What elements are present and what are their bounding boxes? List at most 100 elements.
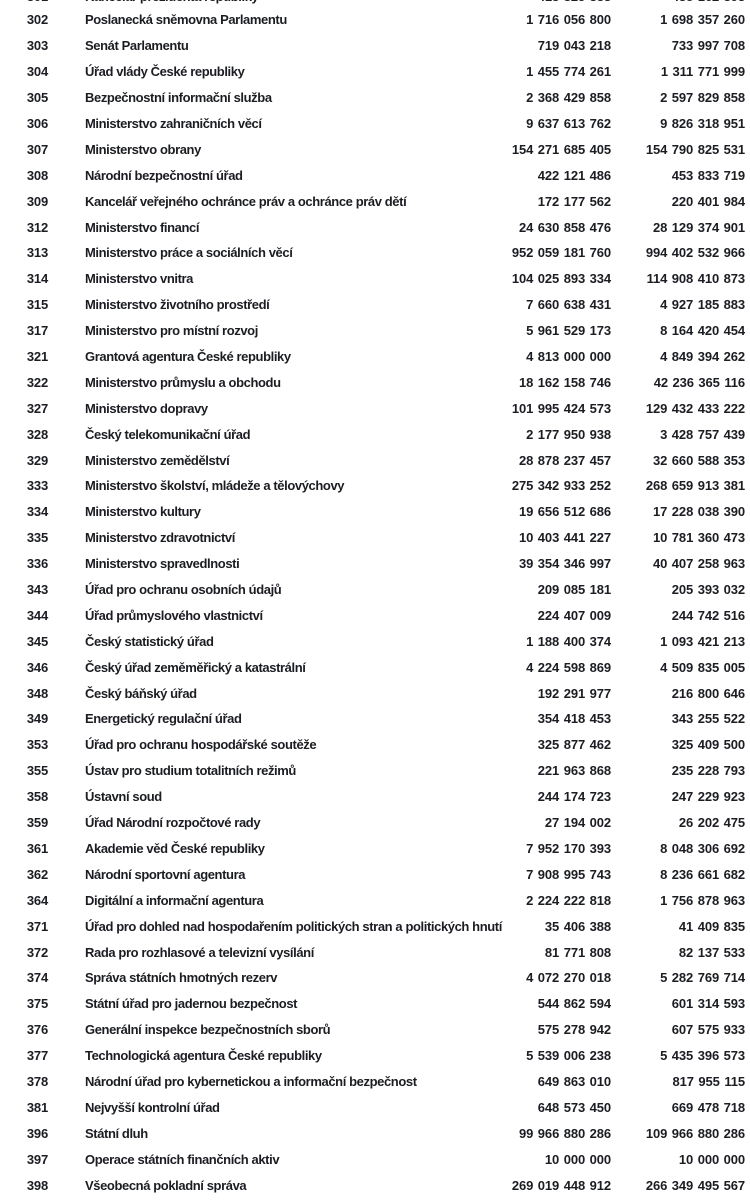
table-row: 302 Poslanecká sněmovna Parlamentu 1 716… [0, 7, 750, 33]
table-row: 397 Operace státních finančních aktiv 10… [0, 1146, 750, 1172]
chapter-code: 302 [26, 12, 48, 28]
chapter-code: 377 [26, 1048, 48, 1064]
amount-column-2: 5 282 769 714 [660, 970, 745, 986]
chapter-name: Úřad průmyslového vlastnictví [85, 607, 263, 623]
amount-column-2: 8 048 306 692 [660, 840, 745, 856]
table-row: 381 Nejvyšší kontrolní úřad 648 573 450 … [0, 1094, 750, 1120]
amount-column-1: 648 573 450 [537, 1099, 611, 1115]
chapter-code: 327 [26, 400, 48, 416]
amount-column-2: 42 236 365 116 [653, 374, 745, 390]
chapter-name: Energetický regulační úřad [85, 711, 242, 727]
table-row: 344 Úřad průmyslového vlastnictví 224 40… [0, 602, 750, 628]
chapter-name: Ministerstvo vnitra [85, 271, 193, 287]
amount-column-2: 109 966 880 286 [645, 1125, 745, 1141]
chapter-code: 333 [26, 478, 48, 494]
chapter-code: 306 [26, 116, 48, 131]
table-row: 349 Energetický regulační úřad 354 418 4… [0, 706, 750, 732]
amount-column-2: 3 428 757 439 [660, 426, 745, 442]
chapter-code: 371 [26, 918, 48, 934]
amount-column-2: 32 660 588 353 [653, 452, 745, 468]
amount-column-1: 325 877 462 [537, 737, 611, 753]
table-row: 378 Národní úřad pro kybernetickou a inf… [0, 1069, 750, 1095]
amount-column-2: 1 093 421 213 [660, 633, 745, 649]
table-row: 333 Ministerstvo školství, mládeže a těl… [0, 473, 750, 499]
chapter-name: Ministerstvo kultury [85, 504, 201, 520]
amount-column-1: 275 342 933 252 [511, 478, 611, 494]
chapter-code: 343 [26, 582, 48, 598]
table-row: 348 Český báňský úřad 192 291 977 216 80… [0, 680, 750, 706]
chapter-code: 303 [26, 38, 48, 54]
chapter-name: Ministerstvo spravedlnosti [85, 556, 240, 572]
amount-column-1: 209 085 181 [537, 582, 611, 598]
chapter-code: 378 [26, 1073, 48, 1089]
chapter-code: 397 [26, 1151, 48, 1167]
chapter-name: Technologická agentura České republiky [85, 1048, 322, 1064]
table-row: 308 Národní bezpečnostní úřad 422 121 48… [0, 162, 750, 188]
chapter-name: Ústav pro studium totalitních režimů [85, 763, 296, 779]
chapter-name: Ministerstvo zdravotnictví [85, 530, 235, 546]
amount-column-1: 39 354 346 997 [519, 556, 611, 572]
amount-column-1: 104 025 893 334 [511, 271, 611, 287]
table-row: 353 Úřad pro ochranu hospodářské soutěže… [0, 732, 750, 758]
table-row: 313 Ministerstvo práce a sociálních věcí… [0, 240, 750, 266]
amount-column-2: 17 228 038 390 [653, 504, 745, 520]
table-row: 398 Všeobecná pokladní správa 269 019 44… [0, 1172, 750, 1198]
table-row: 312 Ministerstvo financí 24 630 858 476 … [0, 214, 750, 240]
chapter-name: Národní sportovní agentura [85, 866, 246, 882]
amount-column-1: 269 019 448 912 [511, 1177, 611, 1193]
amount-column-1: 10 000 000 [544, 1151, 611, 1167]
chapter-code: 358 [26, 789, 48, 805]
chapter-name: Úřad pro ochranu hospodářské soutěže [85, 737, 317, 753]
chapter-name: Ministerstvo obrany [85, 141, 201, 157]
table-row: 321 Grantová agentura České republiky 4 … [0, 344, 750, 370]
chapter-code: 304 [26, 64, 48, 80]
table-row: 343 Úřad pro ochranu osobních údajů 209 … [0, 577, 750, 603]
chapter-name: Ministerstvo práce a sociálních věcí [85, 245, 293, 261]
amount-column-2: 40 407 258 963 [653, 556, 745, 572]
table-row: 315 Ministerstvo životního prostředí 7 6… [0, 292, 750, 318]
chapter-name: Rada pro rozhlasové a televizní vysílání [85, 944, 314, 960]
amount-column-2: 607 575 933 [671, 1022, 745, 1038]
chapter-name: Ministerstvo dopravy [85, 400, 208, 416]
amount-column-1: 224 407 009 [537, 607, 611, 623]
amount-column-2: 41 409 835 [678, 918, 745, 934]
amount-column-2: 817 955 115 [672, 1073, 746, 1089]
table-row: 345 Český statistický úřad 1 188 400 374… [0, 628, 750, 654]
table-row: 335 Ministerstvo zdravotnictví 10 403 44… [0, 525, 750, 551]
chapter-code: 374 [26, 970, 48, 986]
amount-column-1: 192 291 977 [537, 685, 611, 701]
chapter-code: 375 [26, 996, 48, 1012]
amount-column-1: 1 188 400 374 [526, 633, 611, 649]
amount-column-1: 99 966 880 286 [519, 1125, 611, 1141]
amount-column-2: 5 435 396 573 [660, 1048, 745, 1064]
table-row: 327 Ministerstvo dopravy 101 995 424 573… [0, 395, 750, 421]
table-row: 371 Úřad pro dohled nad hospodařením pol… [0, 913, 750, 939]
chapter-code: 372 [26, 944, 48, 960]
amount-column-1: 18 162 158 746 [519, 374, 611, 390]
chapter-code: 329 [26, 452, 48, 468]
chapter-code: 348 [26, 685, 48, 701]
amount-column-2: 453 833 719 [671, 167, 745, 183]
amount-column-1: 81 771 808 [544, 944, 611, 960]
amount-column-1: 422 121 486 [537, 167, 611, 183]
amount-column-2: 1 756 878 963 [660, 892, 745, 908]
amount-column-1: 1 455 774 261 [526, 64, 611, 80]
amount-column-1: 4 813 000 000 [526, 349, 611, 365]
chapter-code: 355 [26, 763, 48, 779]
amount-column-1: 7 952 170 393 [526, 840, 611, 856]
table-row: 362 Národní sportovní agentura 7 908 995… [0, 861, 750, 887]
chapter-name: Úřad Národní rozpočtové rady [85, 815, 261, 831]
chapter-name: Operace státních finančních aktiv [85, 1151, 280, 1167]
amount-column-1: 2 368 429 858 [526, 90, 611, 106]
chapter-code: 361 [26, 840, 48, 856]
amount-column-2: 9 826 318 951 [660, 116, 745, 131]
table-row: 306 Ministerstvo zahraničních věcí 9 637… [0, 111, 750, 137]
chapter-code: 309 [26, 193, 48, 209]
amount-column-1: 5 961 529 173 [526, 323, 611, 339]
chapter-name: Senát Parlamentu [85, 38, 189, 54]
chapter-name: Grantová agentura České republiky [85, 349, 291, 365]
chapter-name: Kancelář veřejného ochránce práv a ochrá… [85, 193, 407, 209]
chapter-name: Ministerstvo průmyslu a obchodu [85, 374, 281, 390]
table-row: 374 Správa státních hmotných rezerv 4 07… [0, 965, 750, 991]
chapter-code: 305 [26, 90, 48, 106]
